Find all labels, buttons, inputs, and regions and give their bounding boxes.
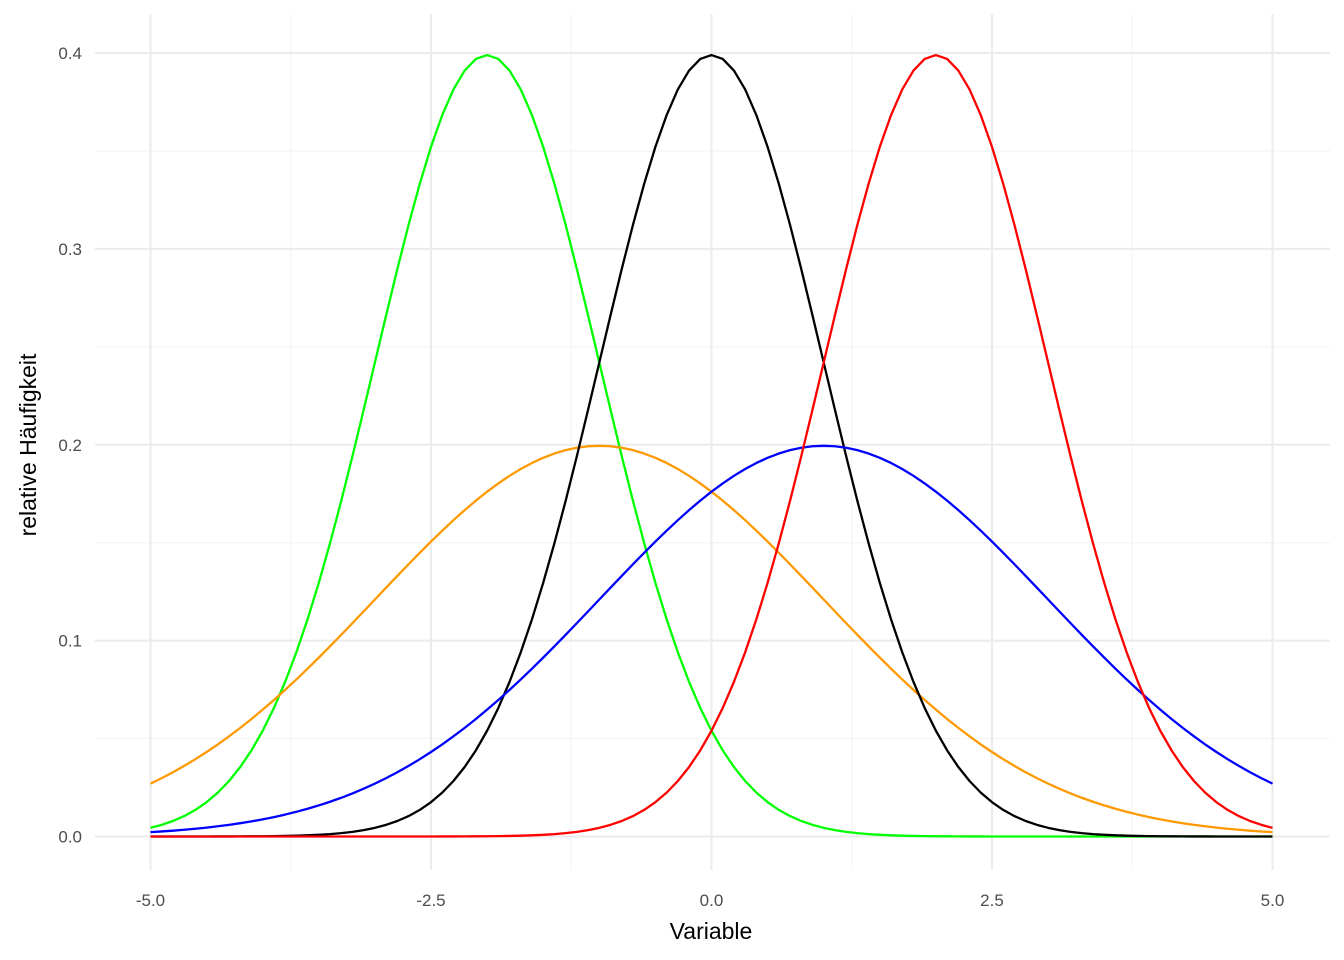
density-curve-mean-0-sd-1 xyxy=(150,53,1273,838)
x-tick-label: 2.5 xyxy=(980,891,1004,910)
x-axis-title: Variable xyxy=(670,918,753,944)
density-curve-mean-2-sd-1 xyxy=(150,53,1273,838)
y-tick-label: 0.4 xyxy=(58,44,82,63)
y-tick-label: 0.2 xyxy=(58,436,82,455)
x-tick-label: 0.0 xyxy=(700,891,724,910)
density-curve-mean-1-sd-2 xyxy=(150,444,1274,834)
y-tick-label: 0.1 xyxy=(58,632,82,651)
y-axis-title: relative Häufigkeit xyxy=(15,353,41,536)
y-tick-label: 0.0 xyxy=(58,828,82,847)
y-axis-ticks: 0.0 0.1 0.2 0.3 0.4 xyxy=(58,44,82,847)
major-gridlines xyxy=(95,14,1330,870)
x-axis-ticks: -5.0 -2.5 0.0 2.5 5.0 xyxy=(136,891,1284,910)
x-tick-label: -5.0 xyxy=(136,891,165,910)
y-tick-label: 0.3 xyxy=(58,240,82,259)
density-curves xyxy=(149,53,1274,838)
x-tick-label: 5.0 xyxy=(1261,891,1285,910)
x-tick-label: -2.5 xyxy=(416,891,445,910)
